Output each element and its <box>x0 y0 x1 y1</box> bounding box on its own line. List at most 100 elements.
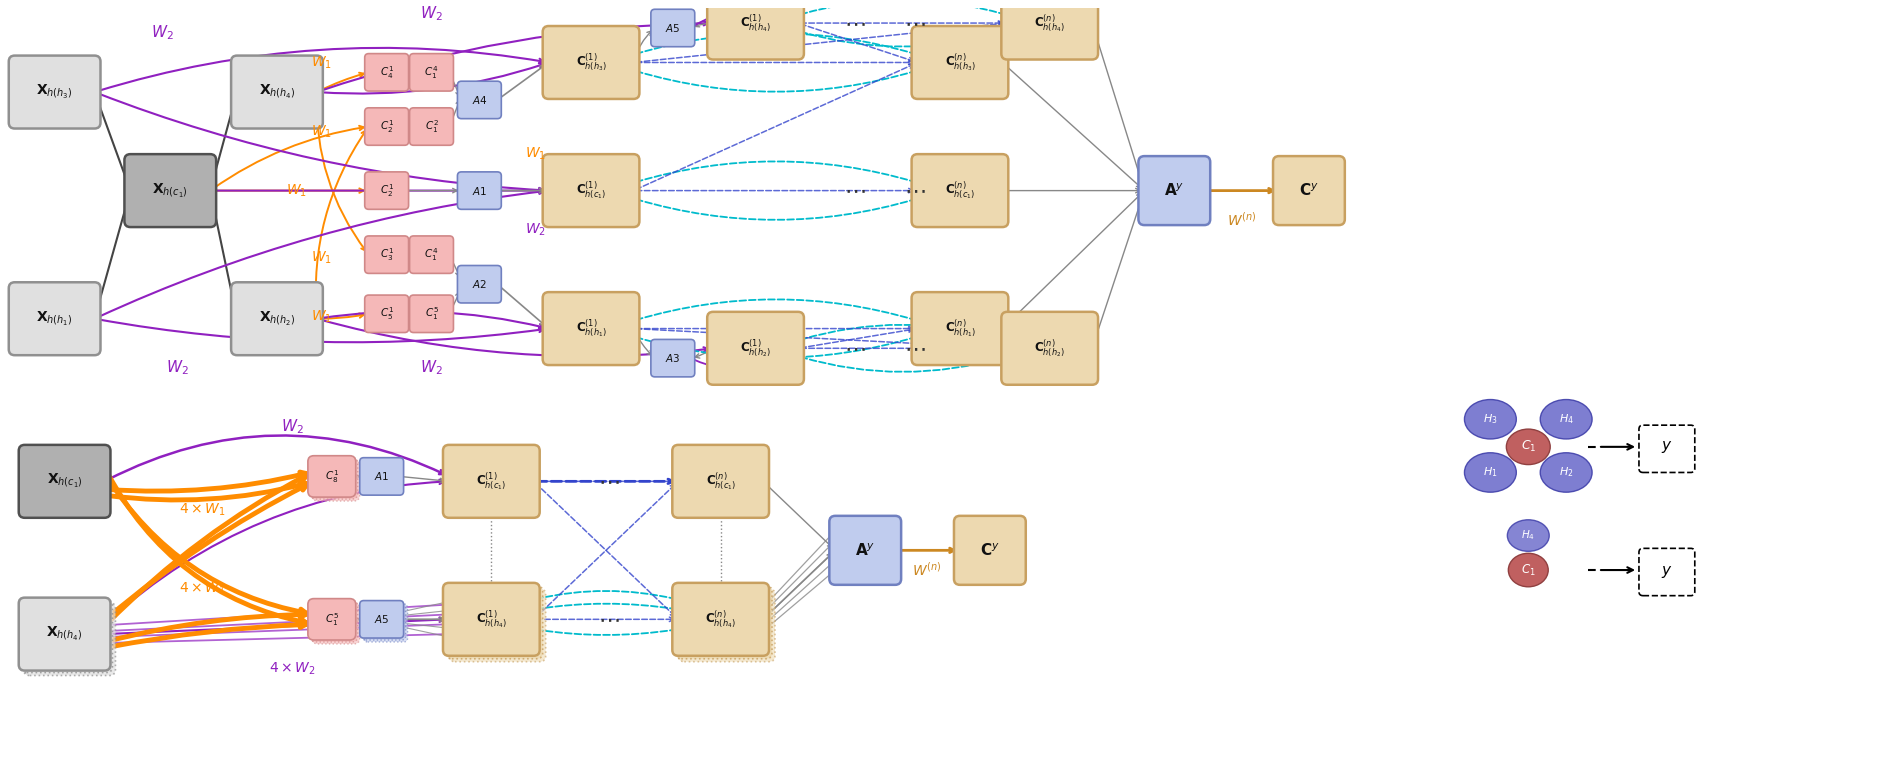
FancyBboxPatch shape <box>672 445 769 518</box>
FancyArrowPatch shape <box>108 612 306 641</box>
FancyArrowPatch shape <box>1003 194 1141 327</box>
FancyArrowPatch shape <box>319 311 544 328</box>
FancyBboxPatch shape <box>365 172 408 210</box>
FancyBboxPatch shape <box>457 172 501 210</box>
FancyBboxPatch shape <box>9 56 100 129</box>
FancyArrowPatch shape <box>108 617 444 634</box>
FancyArrowPatch shape <box>402 477 444 483</box>
FancyBboxPatch shape <box>1001 312 1098 385</box>
Text: $H_1$: $H_1$ <box>1483 466 1496 480</box>
FancyArrowPatch shape <box>499 286 544 326</box>
FancyArrowPatch shape <box>535 484 674 617</box>
Text: $C_1$: $C_1$ <box>1521 562 1534 578</box>
FancyArrowPatch shape <box>106 480 444 623</box>
Text: $A5$: $A5$ <box>665 22 680 34</box>
Text: $4\times W_2$: $4\times W_2$ <box>268 660 315 677</box>
Ellipse shape <box>1507 519 1549 552</box>
FancyArrowPatch shape <box>96 93 544 192</box>
FancyArrowPatch shape <box>637 188 912 193</box>
FancyArrowPatch shape <box>765 571 833 630</box>
Text: $W_2$: $W_2$ <box>166 359 189 377</box>
Text: $\mathbf{C}^y$: $\mathbf{C}^y$ <box>980 542 999 558</box>
FancyArrowPatch shape <box>499 65 544 98</box>
Text: $\mathbf{C}^{(n)}_{h(h_4)}$: $\mathbf{C}^{(n)}_{h(h_4)}$ <box>1033 12 1065 34</box>
FancyBboxPatch shape <box>359 601 404 638</box>
FancyArrowPatch shape <box>106 476 306 614</box>
FancyArrowPatch shape <box>536 479 674 483</box>
FancyBboxPatch shape <box>706 312 803 385</box>
FancyArrowPatch shape <box>637 21 1003 62</box>
FancyArrowPatch shape <box>404 311 410 316</box>
FancyArrowPatch shape <box>536 591 674 599</box>
FancyBboxPatch shape <box>674 586 771 659</box>
FancyArrowPatch shape <box>108 634 446 643</box>
FancyArrowPatch shape <box>353 617 359 621</box>
FancyArrowPatch shape <box>765 542 833 611</box>
FancyBboxPatch shape <box>365 108 408 145</box>
FancyArrowPatch shape <box>213 188 544 193</box>
Text: $C_1^5$: $C_1^5$ <box>425 305 438 322</box>
FancyArrowPatch shape <box>637 34 914 54</box>
FancyBboxPatch shape <box>450 589 546 662</box>
FancyArrowPatch shape <box>536 617 674 621</box>
Text: $W_2$: $W_2$ <box>151 24 174 42</box>
Text: $C_1^2$: $C_1^2$ <box>425 118 438 135</box>
Text: $W_2$: $W_2$ <box>419 359 442 377</box>
FancyArrowPatch shape <box>635 64 912 190</box>
Text: $W_1$: $W_1$ <box>287 182 308 199</box>
FancyArrowPatch shape <box>450 257 459 276</box>
FancyBboxPatch shape <box>365 236 408 273</box>
FancyArrowPatch shape <box>635 31 652 60</box>
FancyBboxPatch shape <box>542 292 638 365</box>
FancyArrowPatch shape <box>402 602 446 612</box>
FancyBboxPatch shape <box>21 600 111 672</box>
Text: $4\times W_1$: $4\times W_1$ <box>179 581 225 597</box>
FancyArrowPatch shape <box>108 482 306 500</box>
Ellipse shape <box>1540 453 1591 492</box>
Text: $\mathbf{X}_{h(h_2)}$: $\mathbf{X}_{h(h_2)}$ <box>259 310 295 327</box>
FancyBboxPatch shape <box>1638 549 1694 596</box>
FancyArrowPatch shape <box>801 31 1005 47</box>
Text: $A3$: $A3$ <box>665 352 680 364</box>
FancyArrowPatch shape <box>695 23 710 27</box>
FancyArrowPatch shape <box>765 552 833 617</box>
FancyArrowPatch shape <box>450 292 459 311</box>
FancyArrowPatch shape <box>402 617 444 621</box>
FancyBboxPatch shape <box>361 603 406 640</box>
FancyBboxPatch shape <box>1273 156 1345 225</box>
FancyBboxPatch shape <box>410 108 453 145</box>
FancyArrowPatch shape <box>108 472 306 491</box>
FancyBboxPatch shape <box>359 457 404 495</box>
FancyArrowPatch shape <box>1207 188 1273 193</box>
FancyBboxPatch shape <box>310 457 357 499</box>
FancyBboxPatch shape <box>910 292 1007 365</box>
Text: $\cdots$: $\cdots$ <box>844 13 865 33</box>
Text: $H_4$: $H_4$ <box>1558 412 1574 426</box>
FancyBboxPatch shape <box>365 54 408 91</box>
Ellipse shape <box>1540 399 1591 439</box>
Text: $\mathbf{C}^{(1)}_{h(h_4)}$: $\mathbf{C}^{(1)}_{h(h_4)}$ <box>740 12 771 34</box>
Text: $\cdots$: $\cdots$ <box>903 13 926 33</box>
FancyArrowPatch shape <box>108 624 446 637</box>
Text: $\mathbf{X}_{h(h_4)}$: $\mathbf{X}_{h(h_4)}$ <box>47 625 83 643</box>
Text: $A4$: $A4$ <box>470 94 487 106</box>
FancyArrowPatch shape <box>501 188 544 193</box>
Text: $\mathbf{C}^{(n)}_{h(c_1)}$: $\mathbf{C}^{(n)}_{h(c_1)}$ <box>705 470 735 492</box>
Text: $\mathbf{A}^y$: $\mathbf{A}^y$ <box>854 542 875 558</box>
Text: $C_8^1$: $C_8^1$ <box>325 468 338 485</box>
Text: $y$: $y$ <box>1660 564 1672 580</box>
FancyArrowPatch shape <box>315 131 366 316</box>
Text: $W_2$: $W_2$ <box>525 222 546 238</box>
Ellipse shape <box>1506 429 1549 464</box>
Text: $\cdots$: $\cdots$ <box>597 471 620 491</box>
Text: $\mathbf{C}^y$: $\mathbf{C}^y$ <box>1298 182 1319 199</box>
FancyArrowPatch shape <box>108 622 306 647</box>
FancyArrowPatch shape <box>1092 195 1143 346</box>
FancyBboxPatch shape <box>312 460 359 501</box>
Text: $\cdots$: $\cdots$ <box>844 338 865 358</box>
FancyArrowPatch shape <box>536 604 674 609</box>
FancyArrowPatch shape <box>801 324 1005 340</box>
FancyBboxPatch shape <box>308 456 355 497</box>
FancyArrowPatch shape <box>637 60 912 65</box>
Text: $H_4$: $H_4$ <box>1521 529 1534 542</box>
